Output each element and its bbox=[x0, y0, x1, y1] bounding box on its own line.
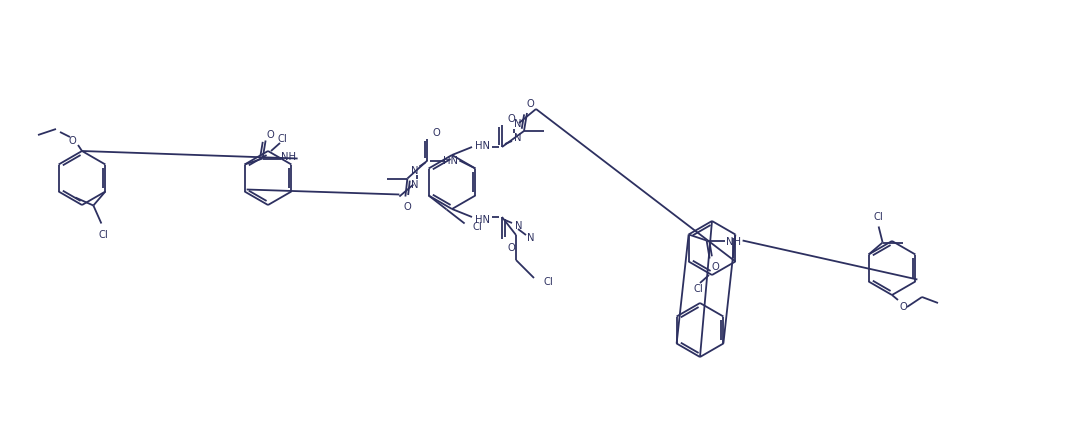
Text: N: N bbox=[411, 166, 419, 176]
Text: HN: HN bbox=[475, 215, 490, 224]
Text: O: O bbox=[527, 99, 534, 109]
Text: O: O bbox=[68, 136, 76, 146]
Text: Cl: Cl bbox=[874, 212, 884, 222]
Text: N: N bbox=[515, 119, 522, 129]
Text: Cl: Cl bbox=[98, 229, 108, 239]
Text: Cl: Cl bbox=[277, 134, 287, 144]
Text: N: N bbox=[516, 221, 522, 230]
Text: Cl: Cl bbox=[543, 276, 552, 286]
Text: O: O bbox=[404, 202, 411, 212]
Text: HN: HN bbox=[475, 141, 490, 150]
Text: Cl: Cl bbox=[693, 283, 702, 293]
Text: O: O bbox=[507, 243, 515, 252]
Text: N: N bbox=[411, 179, 419, 189]
Text: O: O bbox=[433, 127, 440, 137]
Text: N: N bbox=[528, 233, 535, 243]
Text: HN: HN bbox=[442, 155, 457, 165]
Text: O: O bbox=[899, 301, 906, 311]
Text: Cl: Cl bbox=[473, 222, 482, 232]
Text: N: N bbox=[515, 133, 522, 143]
Text: NH: NH bbox=[282, 152, 296, 162]
Text: O: O bbox=[267, 129, 274, 139]
Text: O: O bbox=[507, 114, 515, 124]
Text: O: O bbox=[712, 262, 720, 272]
Text: NH: NH bbox=[726, 237, 741, 247]
